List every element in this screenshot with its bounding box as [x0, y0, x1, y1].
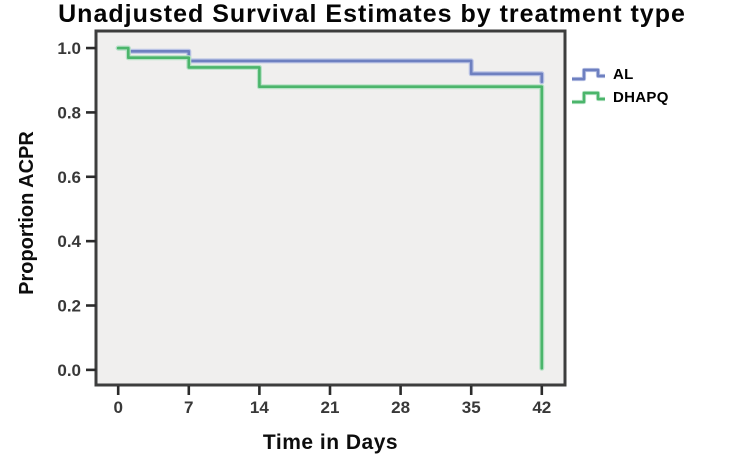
- x-axis-label: Time in Days: [262, 431, 399, 454]
- x-tick-label: 21: [321, 398, 340, 417]
- legend-step-icon-path: [572, 90, 605, 105]
- series-line-DHAPQ: [116, 46, 544, 370]
- legend-step-icon-path: [572, 67, 605, 82]
- legend-item-AL: AL: [571, 64, 669, 85]
- legend-step-icon-path: [572, 91, 605, 104]
- legend-label: DHAPQ: [613, 89, 669, 106]
- chart-title: Unadjusted Survival Estimates by treatme…: [58, 0, 686, 28]
- y-tick-label: 0.6: [57, 168, 81, 187]
- x-tick-label: 35: [462, 398, 481, 417]
- y-tick-label: 0.2: [57, 297, 81, 316]
- y-tick-label: 0.8: [57, 103, 81, 122]
- legend-step-icon: [572, 90, 605, 105]
- legend: AL DHAPQ: [571, 64, 669, 108]
- x-tick-label: 0: [113, 398, 122, 417]
- legend-label: AL: [613, 66, 634, 83]
- x-tick-label: 42: [532, 398, 551, 417]
- x-tick-label: 28: [391, 398, 410, 417]
- y-tick-label: 0.4: [57, 232, 81, 251]
- legend-item-DHAPQ: DHAPQ: [571, 87, 669, 108]
- y-tick-label: 0.0: [57, 361, 81, 380]
- legend-step-icon-path: [572, 68, 605, 81]
- y-tick-label: 1.0: [57, 39, 81, 58]
- legend-step-icon: [572, 67, 605, 82]
- x-tick-label: 14: [250, 398, 269, 417]
- x-tick-label: 7: [184, 398, 193, 417]
- plot-frame: [94, 29, 567, 387]
